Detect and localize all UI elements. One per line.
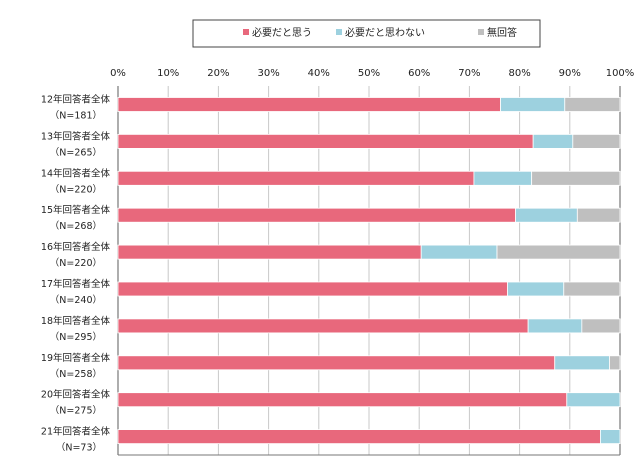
bar-segment	[117, 244, 422, 260]
x-tick-label: 10%	[157, 68, 179, 79]
legend-label: 必要だと思う	[252, 26, 312, 39]
bar-segment	[117, 281, 508, 297]
bar-segment	[117, 170, 475, 186]
category-label: 18年回答者全体	[41, 315, 111, 327]
category-sample-size: （N=181）	[50, 110, 102, 122]
bar-segment	[563, 281, 621, 297]
bar-segment	[600, 429, 621, 445]
bar-segment	[554, 355, 610, 371]
bar-segment	[515, 207, 578, 223]
x-tick-label: 70%	[458, 68, 480, 79]
category-label: 20年回答者全体	[41, 389, 111, 401]
bar-segment	[117, 97, 501, 112]
category-label: 21年回答者全体	[41, 426, 111, 438]
bar-segment	[117, 133, 534, 149]
bar-segment	[117, 318, 529, 334]
x-tick-label: 90%	[559, 68, 581, 79]
bar-segment	[117, 392, 568, 408]
legend-label: 必要だと思わない	[345, 26, 425, 39]
bar-segment	[527, 318, 583, 334]
bar-segment	[532, 133, 574, 149]
category-sample-size: （N=275）	[50, 405, 102, 417]
category-label: 15年回答者全体	[41, 204, 111, 216]
category-sample-size: （N=295）	[50, 331, 102, 343]
category-label: 19年回答者全体	[41, 352, 111, 364]
category-label: 17年回答者全体	[41, 278, 111, 290]
bar-segment	[609, 355, 621, 371]
category-label: 12年回答者全体	[41, 94, 111, 106]
x-tick-label: 60%	[408, 68, 430, 79]
bar-segment	[507, 281, 565, 297]
bar-segment	[576, 207, 621, 223]
bar-segment	[117, 429, 601, 445]
x-tick-label: 20%	[207, 68, 229, 79]
x-tick-label: 100%	[606, 68, 635, 79]
bar-segment	[564, 97, 621, 112]
category-sample-size: （N=240）	[50, 294, 102, 306]
category-sample-size: （N=265）	[50, 146, 102, 158]
category-sample-size: （N=268）	[50, 220, 102, 232]
bar-segment	[566, 392, 621, 408]
legend-swatch	[336, 29, 342, 35]
legend-label: 無回答	[487, 26, 517, 39]
x-tick-label: 30%	[257, 68, 279, 79]
x-tick-label: 40%	[308, 68, 330, 79]
bar-segment	[117, 355, 556, 371]
category-label: 16年回答者全体	[41, 241, 111, 253]
category-sample-size: （N=258）	[50, 368, 102, 380]
legend-swatch	[478, 29, 484, 35]
bar-segment	[581, 318, 621, 334]
bar-segment	[500, 97, 566, 112]
x-tick-label: 50%	[358, 68, 380, 79]
category-label: 13年回答者全体	[41, 130, 111, 142]
category-sample-size: （N=73）	[56, 442, 102, 454]
category-sample-size: （N=220）	[50, 257, 102, 269]
category-sample-size: （N=220）	[50, 183, 102, 195]
bar-segment	[496, 244, 621, 260]
x-tick-label: 80%	[508, 68, 530, 79]
x-tick-label: 0%	[110, 68, 126, 79]
bar-segment	[473, 170, 533, 186]
bar-segment	[420, 244, 498, 260]
bar-segment	[572, 133, 621, 149]
category-label: 14年回答者全体	[41, 167, 111, 179]
bar-segment	[531, 170, 621, 186]
bar-segment	[117, 207, 516, 223]
legend-swatch	[243, 29, 249, 35]
